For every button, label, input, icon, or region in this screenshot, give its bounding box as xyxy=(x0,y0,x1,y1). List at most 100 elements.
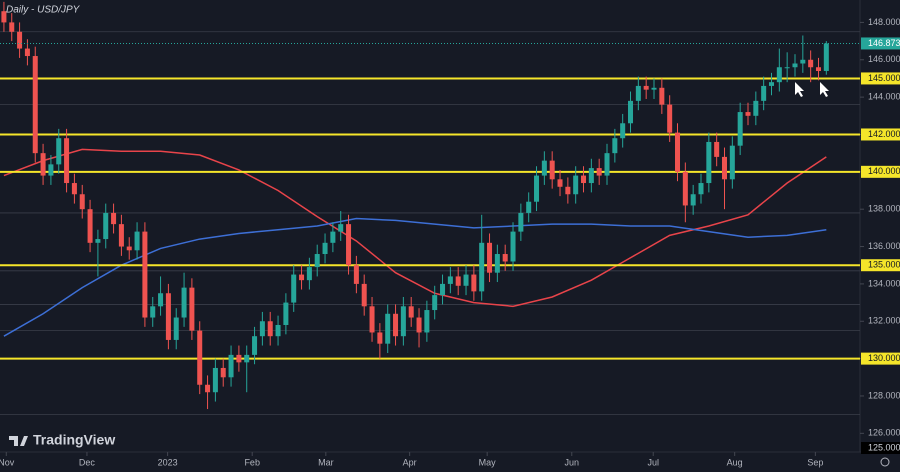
candle-body xyxy=(565,186,571,195)
candle-body xyxy=(275,324,281,337)
settings-icon[interactable] xyxy=(880,457,890,467)
y-tick-label: 138.000 xyxy=(868,204,900,214)
x-tick-label: Aug xyxy=(727,457,743,467)
candle-body xyxy=(17,31,23,49)
candle-body xyxy=(502,254,508,262)
x-tick-label: Jun xyxy=(565,457,580,467)
candle-body xyxy=(220,367,226,378)
level-label: 130.000 xyxy=(868,353,900,363)
candle-body xyxy=(628,100,634,124)
candle-body xyxy=(526,201,532,213)
candle-body xyxy=(447,276,453,284)
last-price-label: 146.873 xyxy=(868,38,900,48)
candle-body xyxy=(573,175,579,195)
candle-body xyxy=(252,336,258,355)
candle-body xyxy=(455,276,461,286)
x-tick-label: Sep xyxy=(807,457,823,467)
candle-body xyxy=(95,239,101,243)
x-tick-label: Nov xyxy=(0,457,15,467)
candle-body xyxy=(165,293,171,340)
y-tick-label: 128.000 xyxy=(868,390,900,400)
candle-body xyxy=(815,67,821,71)
candle-body xyxy=(784,67,790,69)
x-tick-label: Feb xyxy=(244,457,260,467)
candle-body xyxy=(635,85,641,101)
candle-body xyxy=(721,156,728,180)
candle-body xyxy=(753,100,759,116)
candle-body xyxy=(181,287,187,318)
candle-body xyxy=(518,212,524,232)
candle-body xyxy=(385,313,391,344)
candle-body xyxy=(800,59,806,64)
candle-body xyxy=(698,183,704,195)
moving-average xyxy=(3,148,827,308)
candle-body xyxy=(424,310,430,333)
candle-body xyxy=(557,179,563,187)
candle-body xyxy=(24,48,30,57)
candle-body xyxy=(510,231,516,262)
candle-body xyxy=(534,175,540,202)
candle-body xyxy=(471,274,477,292)
candle-body xyxy=(9,22,15,32)
candle-body xyxy=(322,242,328,255)
candle-body xyxy=(463,274,469,286)
candle-body xyxy=(620,123,626,139)
candle-body xyxy=(745,112,751,116)
y-tick-label: 134.000 xyxy=(868,278,900,288)
candle-body xyxy=(808,59,814,68)
cursor xyxy=(820,82,829,97)
candle-body xyxy=(729,145,735,180)
candle-body xyxy=(761,85,767,101)
candle-body xyxy=(682,171,688,206)
bottom-label: 125.000 xyxy=(868,442,900,452)
candle-body xyxy=(612,138,618,154)
level-label-bg xyxy=(861,165,900,178)
cursor xyxy=(795,82,804,97)
candle-body xyxy=(549,160,555,180)
level-label: 142.000 xyxy=(868,129,900,139)
candle-body xyxy=(604,153,610,176)
candle-body xyxy=(228,354,234,378)
candle-body xyxy=(369,306,375,333)
x-tick-label: May xyxy=(479,457,497,467)
candle-body xyxy=(189,287,195,331)
candle-body xyxy=(651,87,657,90)
candle-body xyxy=(103,212,109,240)
chart-title: Daily - USD/JPY xyxy=(6,5,81,16)
x-tick-label: 2023 xyxy=(158,457,178,467)
candle-body xyxy=(173,317,179,340)
candle-body xyxy=(541,160,547,176)
candle-body xyxy=(667,104,673,133)
candle-body xyxy=(768,82,774,86)
candle-body xyxy=(706,141,712,184)
moving-average xyxy=(3,217,827,337)
candle-body xyxy=(479,242,485,292)
candle-body xyxy=(416,317,422,333)
level-label: 135.000 xyxy=(868,260,900,270)
candle-body xyxy=(299,274,305,281)
candle-body xyxy=(714,141,720,157)
candle-body xyxy=(126,246,132,251)
level-label-bg xyxy=(861,352,900,365)
candle-body xyxy=(306,267,312,281)
candle-body xyxy=(361,283,367,307)
candle-body xyxy=(346,224,352,266)
candle-body xyxy=(674,132,681,172)
y-tick-label: 146.000 xyxy=(868,54,900,64)
candle-body xyxy=(393,313,399,337)
watermark: TradingView xyxy=(33,432,115,448)
x-tick-label: Mar xyxy=(318,457,334,467)
candle-body xyxy=(440,283,446,296)
candle-body xyxy=(40,153,46,176)
candle-body xyxy=(87,209,93,243)
y-tick-label: 148.000 xyxy=(868,17,900,27)
candle-body xyxy=(776,67,782,83)
x-tick-label: Dec xyxy=(79,457,96,467)
candle-body xyxy=(267,321,273,337)
candle-body xyxy=(330,231,336,243)
level-label: 140.000 xyxy=(868,166,900,176)
candle-body xyxy=(197,330,203,385)
candle-body xyxy=(596,168,602,176)
